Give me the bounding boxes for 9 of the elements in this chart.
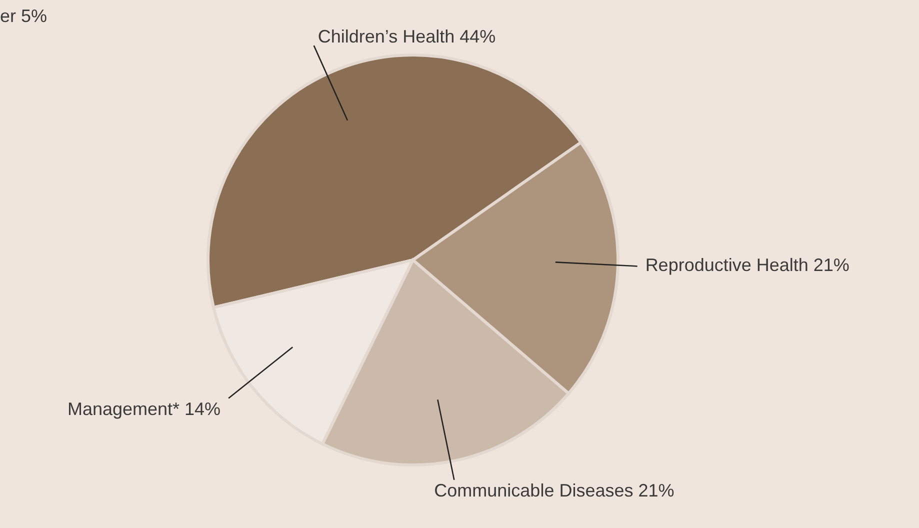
slice-label: Communicable Diseases	[434, 480, 634, 501]
slice-label: Reproductive Health	[645, 254, 808, 275]
data-label: 44%	[460, 26, 496, 46]
data-label: 21%	[638, 480, 674, 501]
slice-label: Children’s Health	[318, 26, 455, 46]
data-label: 21%	[813, 254, 850, 275]
slice-label: Management*	[67, 398, 180, 419]
text: er 5%	[0, 6, 48, 27]
data-label: 14%	[184, 398, 221, 419]
